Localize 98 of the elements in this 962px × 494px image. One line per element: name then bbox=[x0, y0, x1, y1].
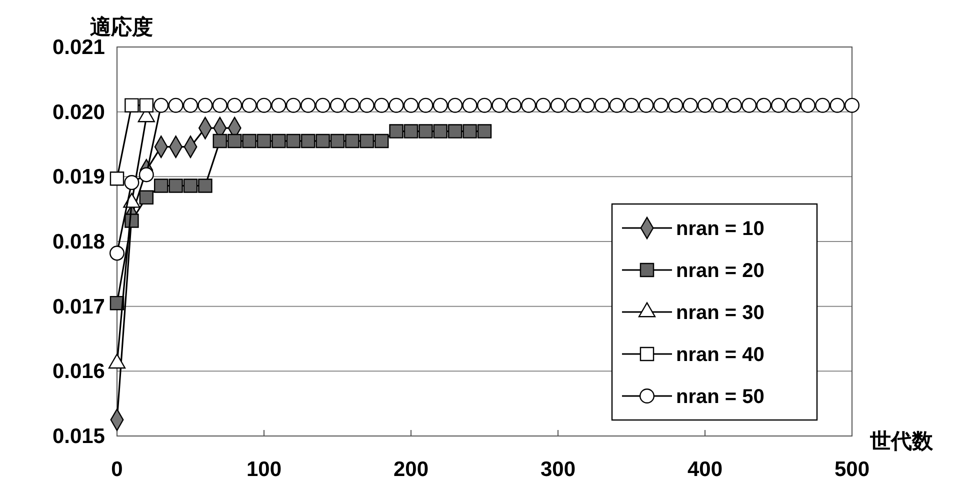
legend-label: nran = 20 bbox=[676, 260, 764, 282]
point bbox=[110, 171, 124, 186]
point bbox=[242, 98, 257, 113]
point bbox=[756, 98, 772, 113]
point bbox=[830, 98, 845, 113]
point bbox=[183, 178, 198, 193]
point bbox=[477, 124, 492, 138]
point bbox=[770, 98, 786, 113]
point bbox=[624, 98, 640, 113]
point bbox=[344, 98, 360, 113]
x-tick-label: 100 bbox=[246, 458, 282, 481]
y-tick-label: 0.017 bbox=[52, 295, 105, 318]
point bbox=[462, 124, 477, 138]
point bbox=[786, 98, 801, 113]
y-tick-label: 0.020 bbox=[52, 100, 105, 124]
point bbox=[521, 98, 536, 113]
y-tick-label: 0.016 bbox=[52, 360, 105, 384]
point bbox=[844, 98, 860, 113]
legend-label: nran = 50 bbox=[676, 386, 764, 408]
point bbox=[300, 134, 316, 148]
point bbox=[154, 98, 169, 113]
point bbox=[712, 98, 728, 113]
point bbox=[609, 98, 624, 113]
point bbox=[432, 98, 448, 113]
point bbox=[212, 98, 228, 113]
point bbox=[697, 98, 713, 113]
point bbox=[565, 98, 580, 113]
point bbox=[124, 98, 139, 112]
point bbox=[580, 98, 595, 113]
point bbox=[388, 98, 404, 113]
point bbox=[138, 167, 154, 182]
x-tick-label: 0 bbox=[111, 458, 123, 481]
point bbox=[227, 98, 242, 113]
point bbox=[286, 134, 301, 148]
point bbox=[550, 98, 566, 113]
point bbox=[726, 98, 742, 113]
point bbox=[198, 98, 213, 113]
point bbox=[315, 98, 330, 113]
point bbox=[109, 246, 125, 261]
x-tick-label: 500 bbox=[834, 458, 870, 481]
point bbox=[594, 98, 610, 113]
y-tick-label: 0.018 bbox=[52, 230, 106, 254]
x-tick-label: 300 bbox=[540, 458, 576, 481]
point bbox=[256, 98, 272, 113]
point bbox=[742, 98, 757, 113]
point bbox=[448, 98, 463, 113]
point bbox=[316, 134, 330, 148]
point bbox=[536, 98, 551, 113]
point bbox=[139, 190, 154, 205]
point bbox=[403, 98, 419, 113]
point bbox=[815, 98, 830, 113]
point bbox=[124, 175, 140, 190]
point bbox=[345, 134, 360, 148]
point bbox=[256, 134, 272, 148]
point bbox=[448, 124, 462, 138]
point bbox=[359, 98, 374, 113]
point bbox=[682, 98, 698, 113]
point bbox=[360, 134, 374, 148]
point bbox=[374, 134, 389, 148]
point bbox=[198, 178, 212, 193]
point bbox=[668, 98, 684, 113]
legend-label: nran = 40 bbox=[676, 344, 764, 366]
point bbox=[389, 124, 404, 138]
point bbox=[638, 98, 654, 113]
x-tick-label: 200 bbox=[393, 458, 429, 481]
legend-label: nran = 30 bbox=[676, 302, 764, 324]
x-axis-title: 世代数 bbox=[869, 430, 934, 453]
y-tick-label: 0.015 bbox=[52, 425, 106, 448]
point bbox=[506, 98, 522, 113]
point bbox=[462, 98, 478, 113]
point bbox=[271, 98, 286, 113]
point bbox=[374, 98, 390, 113]
legend-label: nran = 10 bbox=[676, 218, 764, 240]
point bbox=[330, 134, 345, 148]
point bbox=[418, 124, 433, 138]
point bbox=[433, 124, 448, 138]
y-tick-label: 0.019 bbox=[52, 166, 105, 189]
point bbox=[418, 98, 434, 113]
point bbox=[168, 178, 183, 193]
point bbox=[653, 98, 668, 113]
point bbox=[154, 178, 168, 193]
point bbox=[139, 98, 154, 112]
y-tick-label: 0.021 bbox=[52, 36, 106, 59]
point bbox=[800, 98, 816, 113]
point bbox=[227, 134, 242, 148]
y-axis-title: 適応度 bbox=[90, 15, 153, 39]
point bbox=[182, 98, 198, 113]
point bbox=[404, 124, 418, 138]
point bbox=[212, 134, 228, 148]
point bbox=[272, 134, 286, 148]
point bbox=[330, 98, 346, 113]
point bbox=[300, 98, 316, 113]
x-tick-label: 400 bbox=[687, 458, 723, 481]
point bbox=[168, 98, 184, 113]
point bbox=[242, 134, 256, 148]
point bbox=[492, 98, 507, 113]
point bbox=[476, 98, 492, 113]
point bbox=[286, 98, 301, 113]
